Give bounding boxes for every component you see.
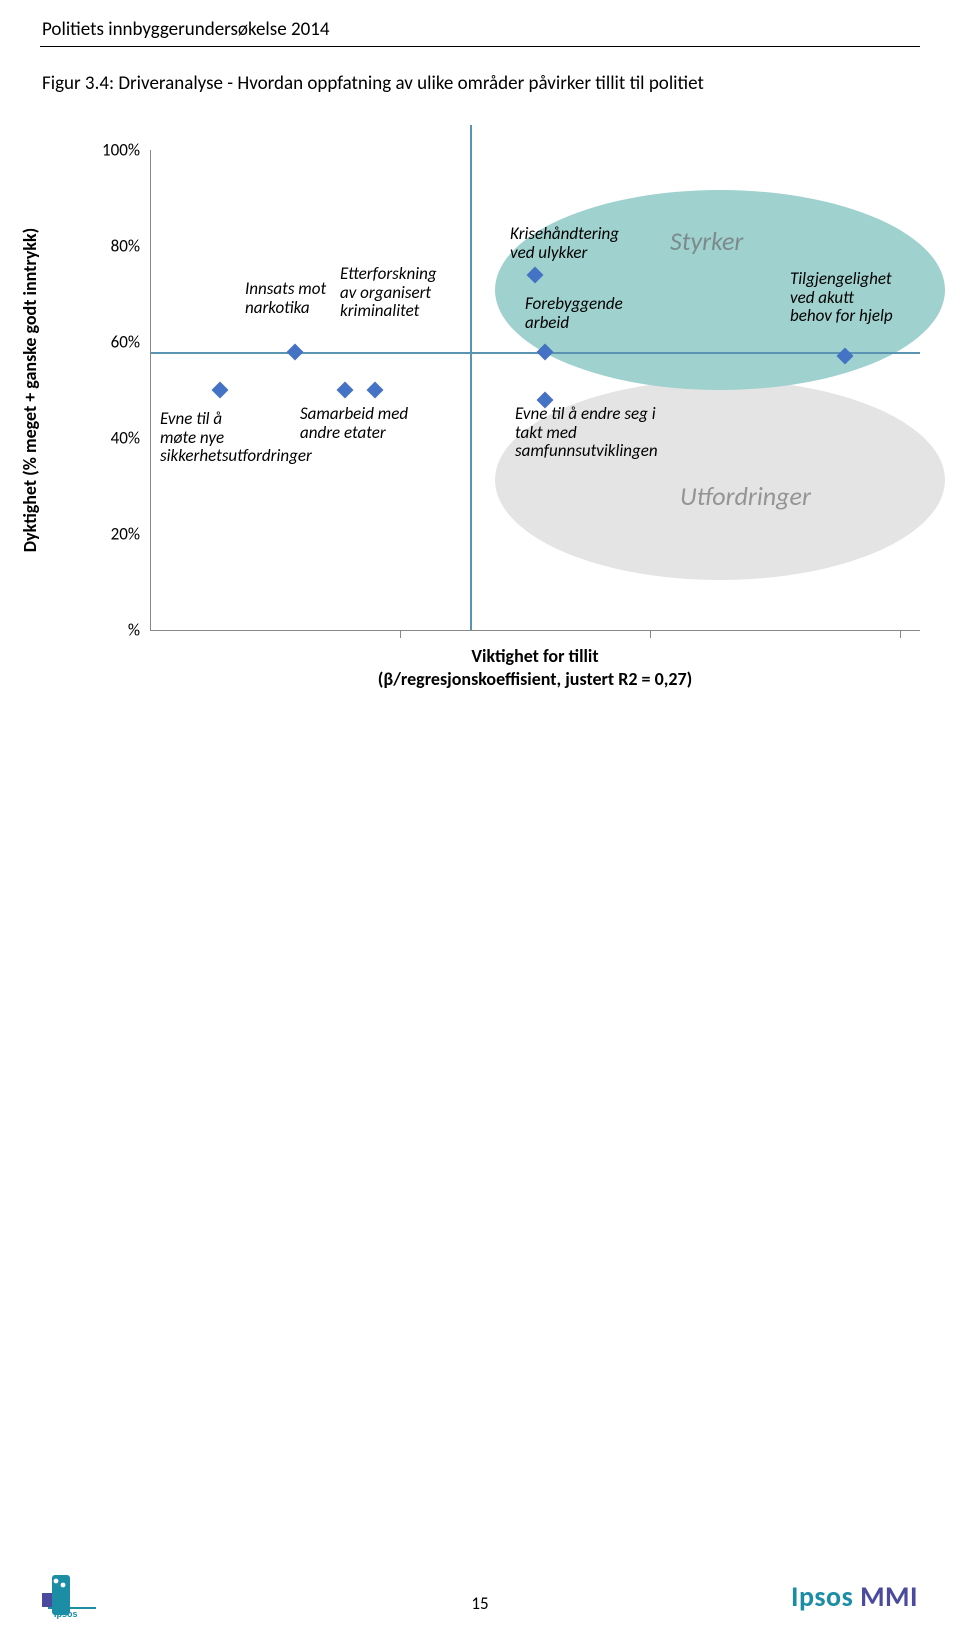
page-header: Politiets innbyggerundersøkelse 2014 (42, 18, 330, 41)
ipsos-logo-icon: Ipsos (42, 1571, 96, 1624)
point-label-forebyggende: Forebyggendearbeid (525, 295, 623, 332)
data-point-evne_mote_nye (212, 382, 229, 399)
driver-analysis-chart: Dyktighet (% meget + ganske godt inntryk… (50, 150, 920, 690)
figure-title: Figur 3.4: Driveranalyse - Hvordan oppfa… (42, 72, 704, 95)
data-point-samarbeid (337, 382, 354, 399)
vertical-divider (470, 125, 472, 630)
x-axis-title-line2: (β/regresjonskoeffisient, justert R2 = 0… (378, 668, 692, 690)
y-axis-title: Dyktighet (% meget + ganske godt inntryk… (19, 228, 41, 552)
data-point-innsats_narkotika (287, 343, 304, 360)
x-axis-title-line1: Viktighet for tillit (471, 645, 598, 667)
x-tick-mark (400, 630, 401, 638)
y-tick: 60% (80, 332, 140, 353)
x-axis-border (150, 630, 920, 631)
point-label-etterforskning: Etterforskningav organisertkriminalitet (340, 265, 437, 321)
y-tick: 100% (80, 140, 140, 161)
x-axis-title: Viktighet for tillit (β/regresjonskoeffi… (150, 645, 920, 690)
y-tick: 80% (80, 236, 140, 257)
point-label-evne_mote_nye: Evne til åmøte nyesikkerhetsutfordringer (160, 410, 312, 466)
header-rule (40, 46, 920, 47)
point-label-krisehaandtering: Krisehåndteringved ulykker (510, 225, 619, 262)
point-label-innsats_narkotika: Innsats motnarkotika (245, 280, 326, 317)
plot-area: Styrker Utfordringer Innsats motnarkotika E… (150, 150, 920, 630)
y-tick: 40% (80, 428, 140, 449)
ipsos-mmi-logo: Ipsos MMI (791, 1579, 918, 1614)
y-axis-border (150, 150, 151, 630)
point-label-samarbeid: Samarbeid medandre etater (300, 405, 408, 442)
x-tick-mark (900, 630, 901, 638)
horizontal-divider (150, 352, 920, 354)
y-tick: % (80, 620, 140, 641)
x-tick-mark (650, 630, 651, 638)
y-tick: 20% (80, 524, 140, 545)
point-label-evne_endre_seg: Evne til å endre seg itakt medsamfunnsut… (515, 405, 658, 461)
quadrant-label-challenges: Utfordringer (680, 480, 811, 512)
ipsos-text: Ipsos (791, 1579, 853, 1614)
point-label-tilgjengelighet: Tilgjengelighetved akuttbehov for hjelp (790, 270, 893, 326)
quadrant-label-strengths: Styrker (670, 225, 743, 257)
mmi-text: MMI (853, 1579, 918, 1614)
data-point-etterforskning (367, 382, 384, 399)
svg-text:Ipsos: Ipsos (54, 1609, 78, 1619)
